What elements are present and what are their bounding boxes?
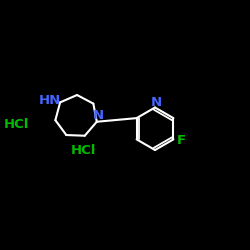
Text: HN: HN <box>39 94 61 107</box>
Text: N: N <box>151 96 162 109</box>
Text: N: N <box>92 109 104 122</box>
Text: HCl: HCl <box>4 118 29 132</box>
Text: F: F <box>176 134 186 147</box>
Text: HCl: HCl <box>71 144 96 156</box>
